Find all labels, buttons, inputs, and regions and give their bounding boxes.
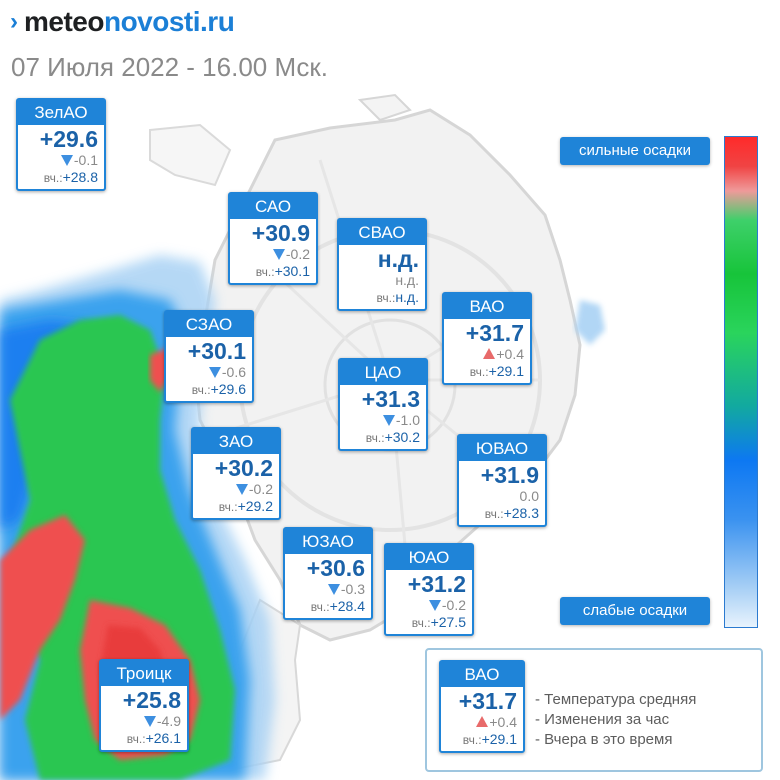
district-temperature: н.д. [377, 246, 419, 272]
district-card[interactable]: САО +30.9 -0.2 вч.:+30.1 [228, 192, 318, 285]
logo-brand: novosti [103, 6, 201, 37]
legend-descriptions: - Температура средняя - Изменения за час… [535, 690, 696, 750]
district-temperature: +31.9 [480, 462, 539, 488]
district-yesterday: вч.:+29.2 [218, 498, 273, 514]
district-hourly-change: -0.6 [166, 364, 252, 381]
trend-up-icon [483, 348, 496, 359]
district-name: ЮАО [386, 545, 472, 570]
legend-card-change: +0.4 [441, 714, 523, 731]
district-temperature: +31.3 [361, 386, 420, 412]
legend-line-change: - Изменения за час [535, 711, 670, 728]
district-hourly-change: +0.4 [444, 346, 530, 363]
district-temperature: +30.2 [214, 455, 273, 481]
district-name: ВАО [444, 294, 530, 319]
district-card[interactable]: ЮВАО +31.9 0.0 вч.:+28.3 [457, 434, 547, 527]
legend-card-temp: +31.7 [458, 688, 517, 714]
forecast-datetime: 07 Июля 2022 - 16.00 Мск. [11, 52, 329, 82]
district-hourly-change: н.д. [395, 272, 419, 288]
district-card[interactable]: ЮЗАО +30.6 -0.3 вч.:+28.4 [283, 527, 373, 620]
district-name: САО [230, 194, 316, 219]
district-hourly-change: -0.2 [230, 246, 316, 263]
scale-label-heavy: сильные осадки [560, 137, 710, 165]
trend-down-icon [235, 484, 248, 495]
district-name: ЗАО [193, 429, 279, 454]
trend-down-icon [428, 600, 441, 611]
district-temperature: +31.2 [407, 571, 466, 597]
district-hourly-change: -0.2 [193, 481, 279, 498]
district-temperature: +25.8 [122, 687, 181, 713]
district-name: Троицк [101, 661, 187, 686]
district-temperature: +30.9 [251, 220, 310, 246]
district-yesterday: вч.:+30.2 [365, 429, 420, 445]
district-temperature: +30.1 [187, 338, 246, 364]
legend-box: ВАО +31.7 +0.4 вч.:+29.1 - Температура с… [425, 648, 763, 772]
district-hourly-change: 0.0 [519, 488, 539, 504]
district-card[interactable]: ЗелАО +29.6 -0.1 вч.:+28.8 [16, 98, 106, 191]
legend-card-yesterday: вч.:+29.1 [462, 731, 517, 747]
district-card[interactable]: СВАО н.д. н.д. вч.:н.д. [337, 218, 427, 311]
district-name: СЗАО [166, 312, 252, 337]
district-yesterday: вч.:н.д. [376, 289, 419, 305]
district-temperature: +31.7 [465, 320, 524, 346]
district-card[interactable]: ВАО +31.7 +0.4 вч.:+29.1 [442, 292, 532, 385]
district-card[interactable]: Троицк +25.8 -4.9 вч.:+26.1 [99, 659, 189, 752]
logo-prefix: meteo [24, 6, 104, 37]
district-card[interactable]: ЦАО +31.3 -1.0 вч.:+30.2 [338, 358, 428, 451]
district-card[interactable]: СЗАО +30.1 -0.6 вч.:+29.6 [164, 310, 254, 403]
district-name: СВАО [339, 220, 425, 245]
trend-down-icon [143, 716, 156, 727]
trend-down-icon [208, 367, 221, 378]
district-name: ЦАО [340, 360, 426, 385]
trend-down-icon [60, 155, 73, 166]
site-logo[interactable]: › meteonovosti.ru [10, 6, 235, 38]
trend-down-icon [382, 415, 395, 426]
district-yesterday: вч.:+28.3 [484, 505, 539, 521]
district-hourly-change: -0.2 [386, 597, 472, 614]
district-hourly-change: -0.3 [285, 581, 371, 598]
district-yesterday: вч.:+27.5 [411, 614, 466, 630]
district-temperature: +29.6 [39, 126, 98, 152]
trend-down-icon [327, 584, 340, 595]
district-card[interactable]: ЮАО +31.2 -0.2 вч.:+27.5 [384, 543, 474, 636]
legend-example-card: ВАО +31.7 +0.4 вч.:+29.1 [439, 660, 525, 753]
district-temperature: +30.6 [306, 555, 365, 581]
trend-down-icon [272, 249, 285, 260]
district-yesterday: вч.:+28.4 [310, 598, 365, 614]
district-name: ЮЗАО [285, 529, 371, 554]
precipitation-scale-bar [724, 136, 758, 628]
logo-chevron-icon: › [10, 8, 18, 35]
district-hourly-change: -4.9 [101, 713, 187, 730]
district-name: ЮВАО [459, 436, 545, 461]
district-yesterday: вч.:+30.1 [255, 263, 310, 279]
legend-line-temperature: - Температура средняя [535, 691, 697, 708]
district-yesterday: вч.:+29.1 [469, 363, 524, 379]
district-yesterday: вч.:+28.8 [43, 169, 98, 185]
legend-card-title: ВАО [441, 662, 523, 687]
scale-label-light: слабые осадки [560, 597, 710, 625]
district-yesterday: вч.:+29.6 [191, 381, 246, 397]
legend-line-yesterday: - Вчера в это время [535, 731, 673, 748]
trend-up-icon [476, 716, 489, 727]
district-card[interactable]: ЗАО +30.2 -0.2 вч.:+29.2 [191, 427, 281, 520]
district-hourly-change: -0.1 [18, 152, 104, 169]
district-yesterday: вч.:+26.1 [126, 730, 181, 746]
logo-domain: .ru [200, 6, 235, 37]
district-name: ЗелАО [18, 100, 104, 125]
district-hourly-change: -1.0 [340, 412, 426, 429]
